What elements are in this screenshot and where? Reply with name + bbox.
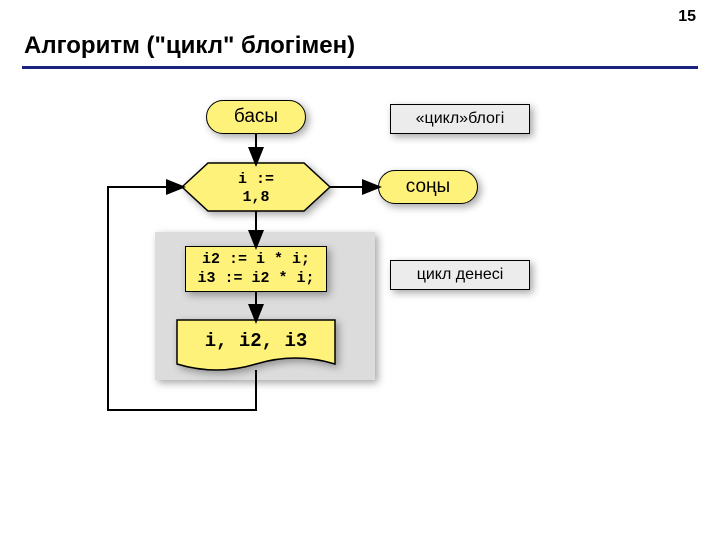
page-title: Алгоритм ("цикл" блогімен)	[24, 32, 355, 60]
label-cycle-body-text: цикл денесі	[417, 266, 504, 284]
start-terminator: басы	[206, 100, 306, 134]
process-line1: i2 := i * i;	[202, 250, 310, 270]
loop-hexagon: i :=1,8	[182, 163, 330, 211]
svg-text:i :=: i :=	[238, 171, 274, 188]
label-cycle-block-text: «цикл»блогі	[416, 110, 505, 128]
process-line2: i3 := i2 * i;	[197, 269, 314, 289]
end-terminator: соңы	[378, 170, 478, 204]
process-box: i2 := i * i; i3 := i2 * i;	[185, 246, 327, 292]
output-text: i, i2, i3	[177, 330, 335, 352]
label-cycle-body: цикл денесі	[390, 260, 530, 290]
start-label: басы	[234, 106, 278, 128]
page-number: 15	[678, 8, 696, 26]
svg-text:1,8: 1,8	[242, 189, 269, 206]
output-shape: i, i2, i3	[177, 320, 335, 376]
title-underline	[22, 66, 698, 69]
end-label: соңы	[406, 176, 450, 198]
label-cycle-block: «цикл»блогі	[390, 104, 530, 134]
